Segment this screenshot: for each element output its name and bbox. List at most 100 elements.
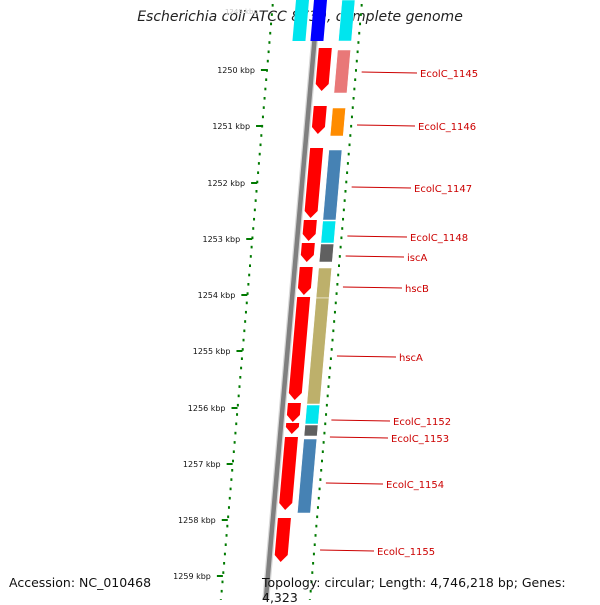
- cds-arrow: [300, 243, 315, 262]
- accession-text: Accession: NC_010468: [9, 575, 152, 590]
- gene-leader-line: [361, 71, 418, 74]
- ruler-dot-left: [254, 199, 257, 202]
- ruler-dot-left: [248, 273, 251, 277]
- ruler-dot-right: [359, 13, 362, 16]
- ruler-dot-left: [246, 292, 249, 295]
- ruler-dot-left: [228, 496, 231, 500]
- ruler-dot-right: [331, 338, 334, 342]
- ruler-dot-left: [261, 124, 264, 128]
- gene-label: EcolC_1146: [418, 122, 476, 133]
- ruler-dot-right: [343, 199, 346, 202]
- gene-label: hscA: [399, 353, 423, 364]
- gene-leader-line: [331, 419, 391, 422]
- ruler-dot-right: [337, 264, 340, 267]
- gene-leader-line: [329, 436, 389, 439]
- gene-label: EcolC_1145: [420, 69, 478, 80]
- ruler-dot-left: [257, 171, 260, 174]
- ruler-dot-right: [314, 534, 317, 537]
- kbp-tick-label: 1252 kbp: [207, 179, 245, 188]
- ruler-dot-left: [271, 4, 274, 7]
- ruler-dot-right: [327, 385, 330, 388]
- backbone-line: [263, 0, 321, 600]
- ruler-dot-right: [346, 162, 349, 165]
- ruler-dot-right: [309, 589, 312, 593]
- ruler-dot-right: [316, 515, 319, 519]
- ruler-dot-left: [225, 534, 228, 537]
- ruler-dot-left: [234, 431, 237, 435]
- ruler-dot-left: [248, 264, 251, 267]
- ruler-dot-right: [321, 450, 324, 453]
- kbp-tick-label: 1256 kbp: [188, 404, 226, 413]
- gene-leader-line: [347, 235, 408, 238]
- ruler-dot-right: [329, 357, 332, 360]
- ruler-dot-left: [252, 227, 255, 230]
- ruler-dot-right: [328, 376, 331, 379]
- ruler-dot-right: [342, 208, 345, 212]
- gene-color-block: [329, 107, 346, 137]
- gene-label: hscB: [405, 284, 429, 295]
- ruler-dot-left: [233, 441, 236, 444]
- gene-label: EcolC_1155: [377, 547, 435, 558]
- cds-arrow: [304, 148, 324, 218]
- ruler-dot-left: [245, 301, 248, 305]
- ruler-dot-right: [347, 152, 350, 156]
- gene-leader-line: [342, 286, 403, 289]
- gene-label: EcolC_1153: [391, 434, 449, 445]
- gene-leader-line: [336, 355, 397, 358]
- gene-label: EcolC_1147: [414, 184, 472, 195]
- ruler-dot-left: [249, 255, 252, 258]
- gene-label: EcolC_1154: [386, 480, 444, 491]
- ruler-dot-left: [253, 208, 256, 212]
- ruler-dot-right: [357, 41, 360, 44]
- ruler-dot-right: [318, 487, 321, 491]
- ruler-dot-left: [224, 543, 227, 546]
- ruler-dot-right: [342, 217, 345, 221]
- ruler-dot-right: [322, 441, 325, 444]
- gene-color-block: [315, 267, 332, 299]
- ruler-dot-left: [227, 506, 230, 509]
- gene-color-block: [297, 438, 318, 514]
- cds-arrow: [288, 297, 311, 400]
- ruler-dot-right: [345, 180, 348, 184]
- ruler-dot-left: [263, 97, 266, 100]
- cds-arrow: [297, 267, 313, 295]
- ruler-dot-left: [231, 469, 234, 472]
- kbp-tick-label: 1253 kbp: [203, 235, 241, 244]
- kbp-tick-label: 1258 kbp: [178, 516, 216, 525]
- ruler-dot-right: [338, 255, 341, 258]
- ruler-dot-left: [262, 106, 265, 109]
- ruler-dot-right: [359, 22, 362, 26]
- ruler-dot-right: [355, 59, 358, 63]
- ruler-dot-left: [232, 459, 235, 463]
- ruler-dot-left: [270, 13, 273, 16]
- gene-color-block: [304, 404, 321, 425]
- ruler-dot-left: [220, 589, 223, 593]
- ruler-dot-right: [354, 78, 357, 81]
- ruler-dot-left: [255, 190, 258, 193]
- ruler-dot-right: [316, 506, 319, 509]
- ruler-dot-left: [222, 571, 225, 574]
- genome-summary: Topology: circular; Length: 4,746,218 bp…: [262, 575, 566, 605]
- ruler-dot-left: [265, 78, 268, 81]
- cds-arrow: [311, 106, 327, 134]
- ruler-dot-right: [358, 31, 361, 35]
- ruler-dot-left: [241, 348, 244, 351]
- kbp-tick-label: 1254 kbp: [198, 291, 236, 300]
- ruler-dot-right: [346, 171, 349, 174]
- ruler-dot-right: [320, 469, 323, 472]
- ruler-dot-right: [333, 320, 336, 323]
- gene-leader-line: [345, 255, 405, 258]
- ruler-dot-right: [360, 4, 363, 7]
- ruler-dot-left: [237, 394, 240, 398]
- gene-label: iscA: [407, 253, 427, 264]
- ruler-dot-right: [332, 329, 335, 333]
- ruler-dot-left: [250, 245, 253, 249]
- ruler-dot-right: [348, 143, 351, 147]
- ruler-dot-left: [236, 403, 239, 407]
- gene-leader-line: [320, 549, 375, 552]
- ruler-dot-left: [223, 552, 226, 556]
- ruler-dot-left: [269, 31, 272, 35]
- ruler-dot-right: [325, 413, 328, 416]
- ruler-dot-right: [350, 115, 353, 119]
